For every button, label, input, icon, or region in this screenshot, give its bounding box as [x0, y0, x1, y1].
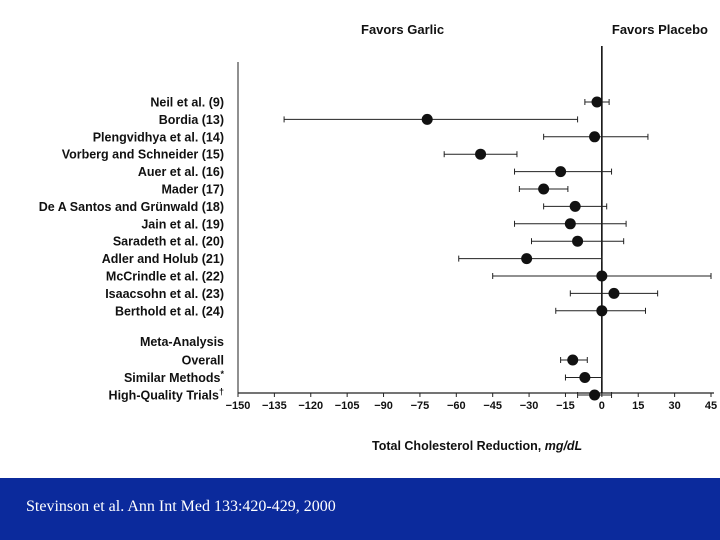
estimate-point: [421, 113, 433, 125]
x-tick-label: −105: [335, 400, 360, 412]
x-tick-label: −45: [483, 400, 502, 412]
study-row: Adler and Holub (21): [102, 252, 603, 266]
estimate-point: [569, 200, 581, 212]
estimate-point: [591, 96, 603, 108]
header-favors-garlic: Favors Garlic: [361, 22, 444, 37]
meta-row: Overall: [182, 354, 588, 368]
x-tick-label: −15: [556, 400, 575, 412]
row-label: Overall: [182, 354, 224, 368]
x-tick-label: −60: [447, 400, 466, 412]
x-tick-label: 45: [705, 400, 717, 412]
row-label: Berthold et al. (24): [115, 304, 224, 318]
study-row: Berthold et al. (24): [115, 304, 647, 318]
meta-row: High-Quality Trials†: [109, 387, 613, 403]
x-axis-label: Total Cholesterol Reduction, mg/dL: [372, 439, 582, 453]
estimate-point: [538, 183, 550, 195]
estimate-point: [521, 253, 533, 265]
row-label: Isaacsohn et al. (23): [105, 287, 224, 301]
study-row: Bordia (13): [159, 113, 579, 127]
estimate-point: [572, 235, 584, 247]
x-tick-label: −150: [226, 400, 251, 412]
row-label: Auer et al. (16): [138, 165, 224, 179]
row-label: Mader (17): [161, 183, 224, 197]
row-label: Neil et al. (9): [150, 96, 224, 110]
row-label: Vorberg and Schneider (15): [62, 148, 224, 162]
study-row: Mader (17): [161, 183, 569, 197]
x-tick-label: −30: [520, 400, 539, 412]
study-row: Isaacsohn et al. (23): [105, 287, 659, 301]
study-row: Vorberg and Schneider (15): [62, 148, 518, 162]
study-row: McCrindle et al. (22): [106, 270, 712, 284]
estimate-point: [555, 166, 567, 178]
x-tick-label: −120: [298, 400, 323, 412]
x-tick-label: 15: [632, 400, 644, 412]
row-label: Saradeth et al. (20): [113, 235, 224, 249]
estimate-point: [608, 287, 620, 299]
row-label: McCrindle et al. (22): [106, 270, 224, 284]
x-tick-label: −75: [411, 400, 430, 412]
x-tick-label: 30: [668, 400, 680, 412]
row-label-marker: †: [219, 387, 224, 397]
row-label: Adler and Holub (21): [102, 252, 224, 266]
estimate-point: [589, 389, 601, 401]
row-label: Similar Methods*: [124, 369, 225, 385]
study-row: Plengvidhya et al. (14): [93, 130, 649, 144]
x-tick-label: −90: [374, 400, 393, 412]
study-row: De A Santos and Grünwald (18): [39, 200, 608, 214]
study-row: Auer et al. (16): [138, 165, 613, 179]
footer-bar: Stevinson et al. Ann Int Med 133:420-429…: [0, 478, 720, 540]
estimate-point: [564, 218, 576, 230]
estimate-point: [596, 270, 608, 282]
row-label-marker: *: [220, 369, 224, 379]
x-tick-label: 0: [599, 400, 605, 412]
study-row: Saradeth et al. (20): [113, 235, 625, 249]
estimate-point: [596, 305, 608, 317]
x-tick-label: −135: [262, 400, 287, 412]
estimate-point: [589, 131, 601, 143]
estimate-point: [579, 372, 591, 383]
study-row: Neil et al. (9): [150, 96, 610, 110]
forest-plot: Favors Garlic Favors Placebo −150 −135 −120…: [38, 22, 718, 453]
study-row: Jain et al. (19): [141, 217, 627, 231]
citation-text: Stevinson et al. Ann Int Med 133:420-429…: [26, 498, 336, 515]
row-label: Jain et al. (19): [141, 217, 224, 231]
estimate-point: [475, 148, 487, 160]
row-label: High-Quality Trials†: [109, 387, 224, 403]
estimate-point: [567, 354, 579, 366]
header-favors-placebo: Favors Placebo: [612, 22, 708, 37]
row-label: Bordia (13): [159, 113, 224, 127]
row-label: Plengvidhya et al. (14): [93, 130, 224, 144]
meta-row: Similar Methods*: [124, 369, 603, 385]
row-label: De A Santos and Grünwald (18): [39, 200, 224, 214]
meta-analysis-header: Meta-Analysis: [140, 335, 224, 349]
